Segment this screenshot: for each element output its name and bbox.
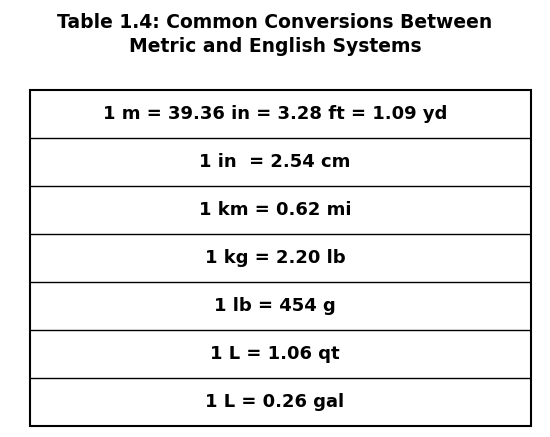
- Text: 1 km = 0.62 mi: 1 km = 0.62 mi: [199, 201, 351, 219]
- Text: 1 m = 39.36 in = 3.28 ft = 1.09 yd: 1 m = 39.36 in = 3.28 ft = 1.09 yd: [103, 104, 447, 123]
- Text: 1 L = 0.26 gal: 1 L = 0.26 gal: [206, 393, 344, 411]
- Bar: [30, 90, 531, 426]
- Text: 1 L = 1.06 qt: 1 L = 1.06 qt: [210, 345, 340, 363]
- Text: 1 lb = 454 g: 1 lb = 454 g: [214, 297, 336, 315]
- Text: Table 1.4: Common Conversions Between
Metric and English Systems: Table 1.4: Common Conversions Between Me…: [57, 13, 493, 56]
- Text: 1 kg = 2.20 lb: 1 kg = 2.20 lb: [205, 249, 345, 267]
- Text: 1 in  = 2.54 cm: 1 in = 2.54 cm: [199, 153, 351, 171]
